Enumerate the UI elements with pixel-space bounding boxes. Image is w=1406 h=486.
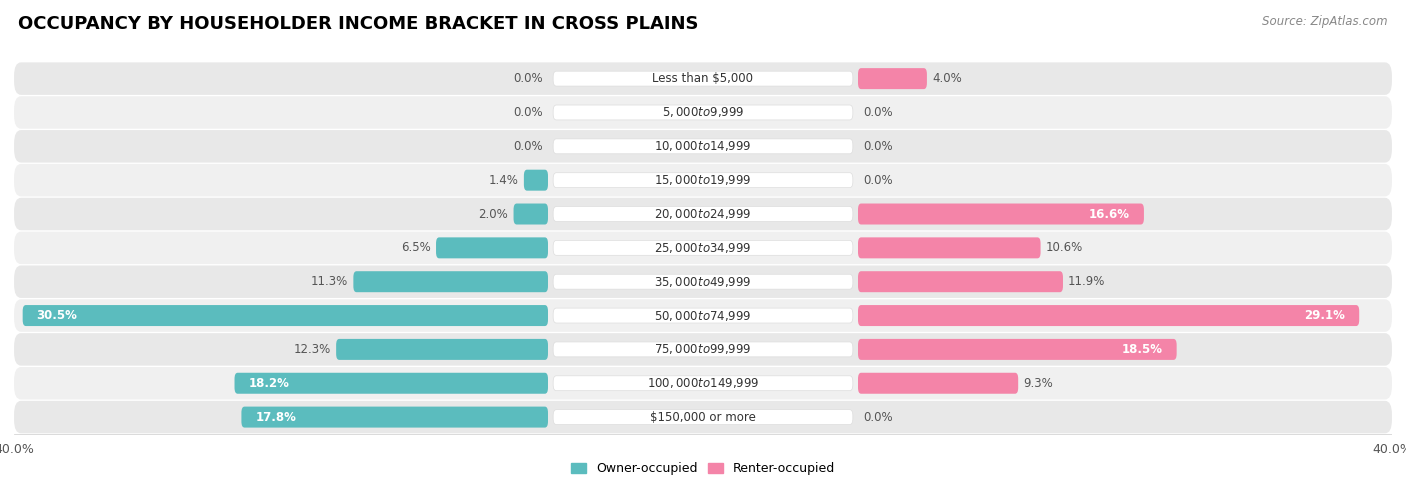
FancyBboxPatch shape: [14, 62, 1392, 95]
FancyBboxPatch shape: [858, 339, 1177, 360]
FancyBboxPatch shape: [553, 173, 853, 188]
Text: 17.8%: 17.8%: [256, 411, 297, 424]
Text: Source: ZipAtlas.com: Source: ZipAtlas.com: [1263, 15, 1388, 28]
FancyBboxPatch shape: [858, 68, 927, 89]
FancyBboxPatch shape: [524, 170, 548, 191]
FancyBboxPatch shape: [353, 271, 548, 292]
Text: 0.0%: 0.0%: [513, 106, 543, 119]
Text: 11.3%: 11.3%: [311, 275, 349, 288]
FancyBboxPatch shape: [242, 407, 548, 428]
FancyBboxPatch shape: [14, 299, 1392, 332]
FancyBboxPatch shape: [336, 339, 548, 360]
Text: 1.4%: 1.4%: [489, 174, 519, 187]
FancyBboxPatch shape: [553, 376, 853, 391]
FancyBboxPatch shape: [436, 237, 548, 259]
Text: 9.3%: 9.3%: [1024, 377, 1053, 390]
FancyBboxPatch shape: [553, 241, 853, 255]
Text: 0.0%: 0.0%: [863, 140, 893, 153]
FancyBboxPatch shape: [553, 105, 853, 120]
Text: Less than $5,000: Less than $5,000: [652, 72, 754, 85]
Legend: Owner-occupied, Renter-occupied: Owner-occupied, Renter-occupied: [567, 457, 839, 481]
Text: 10.6%: 10.6%: [1046, 242, 1083, 254]
Text: 4.0%: 4.0%: [932, 72, 962, 85]
Text: 2.0%: 2.0%: [478, 208, 509, 221]
FancyBboxPatch shape: [858, 271, 1063, 292]
FancyBboxPatch shape: [858, 237, 1040, 259]
FancyBboxPatch shape: [553, 342, 853, 357]
FancyBboxPatch shape: [553, 207, 853, 222]
FancyBboxPatch shape: [858, 373, 1018, 394]
FancyBboxPatch shape: [858, 204, 1144, 225]
Text: $15,000 to $19,999: $15,000 to $19,999: [654, 173, 752, 187]
FancyBboxPatch shape: [14, 265, 1392, 298]
FancyBboxPatch shape: [14, 198, 1392, 230]
Text: $50,000 to $74,999: $50,000 to $74,999: [654, 309, 752, 323]
FancyBboxPatch shape: [553, 274, 853, 289]
Text: $150,000 or more: $150,000 or more: [650, 411, 756, 424]
FancyBboxPatch shape: [553, 308, 853, 323]
Text: 0.0%: 0.0%: [863, 106, 893, 119]
FancyBboxPatch shape: [553, 410, 853, 425]
Text: 30.5%: 30.5%: [37, 309, 77, 322]
FancyBboxPatch shape: [14, 164, 1392, 196]
FancyBboxPatch shape: [14, 96, 1392, 129]
Text: 18.2%: 18.2%: [249, 377, 290, 390]
Text: 0.0%: 0.0%: [863, 411, 893, 424]
Text: 0.0%: 0.0%: [863, 174, 893, 187]
Text: 0.0%: 0.0%: [513, 72, 543, 85]
Text: 12.3%: 12.3%: [294, 343, 330, 356]
FancyBboxPatch shape: [22, 305, 548, 326]
Text: OCCUPANCY BY HOUSEHOLDER INCOME BRACKET IN CROSS PLAINS: OCCUPANCY BY HOUSEHOLDER INCOME BRACKET …: [18, 15, 699, 33]
FancyBboxPatch shape: [14, 367, 1392, 399]
Text: $75,000 to $99,999: $75,000 to $99,999: [654, 343, 752, 356]
Text: 18.5%: 18.5%: [1122, 343, 1163, 356]
FancyBboxPatch shape: [14, 232, 1392, 264]
Text: $5,000 to $9,999: $5,000 to $9,999: [662, 105, 744, 120]
FancyBboxPatch shape: [14, 333, 1392, 365]
FancyBboxPatch shape: [553, 71, 853, 86]
Text: $35,000 to $49,999: $35,000 to $49,999: [654, 275, 752, 289]
FancyBboxPatch shape: [858, 305, 1360, 326]
Text: $25,000 to $34,999: $25,000 to $34,999: [654, 241, 752, 255]
FancyBboxPatch shape: [235, 373, 548, 394]
FancyBboxPatch shape: [14, 130, 1392, 163]
FancyBboxPatch shape: [553, 139, 853, 154]
FancyBboxPatch shape: [513, 204, 548, 225]
Text: 16.6%: 16.6%: [1090, 208, 1130, 221]
Text: 29.1%: 29.1%: [1305, 309, 1346, 322]
Text: 0.0%: 0.0%: [513, 140, 543, 153]
Text: 6.5%: 6.5%: [401, 242, 430, 254]
Text: $20,000 to $24,999: $20,000 to $24,999: [654, 207, 752, 221]
Text: $10,000 to $14,999: $10,000 to $14,999: [654, 139, 752, 153]
Text: $100,000 to $149,999: $100,000 to $149,999: [647, 376, 759, 390]
FancyBboxPatch shape: [14, 401, 1392, 434]
Text: 11.9%: 11.9%: [1069, 275, 1105, 288]
